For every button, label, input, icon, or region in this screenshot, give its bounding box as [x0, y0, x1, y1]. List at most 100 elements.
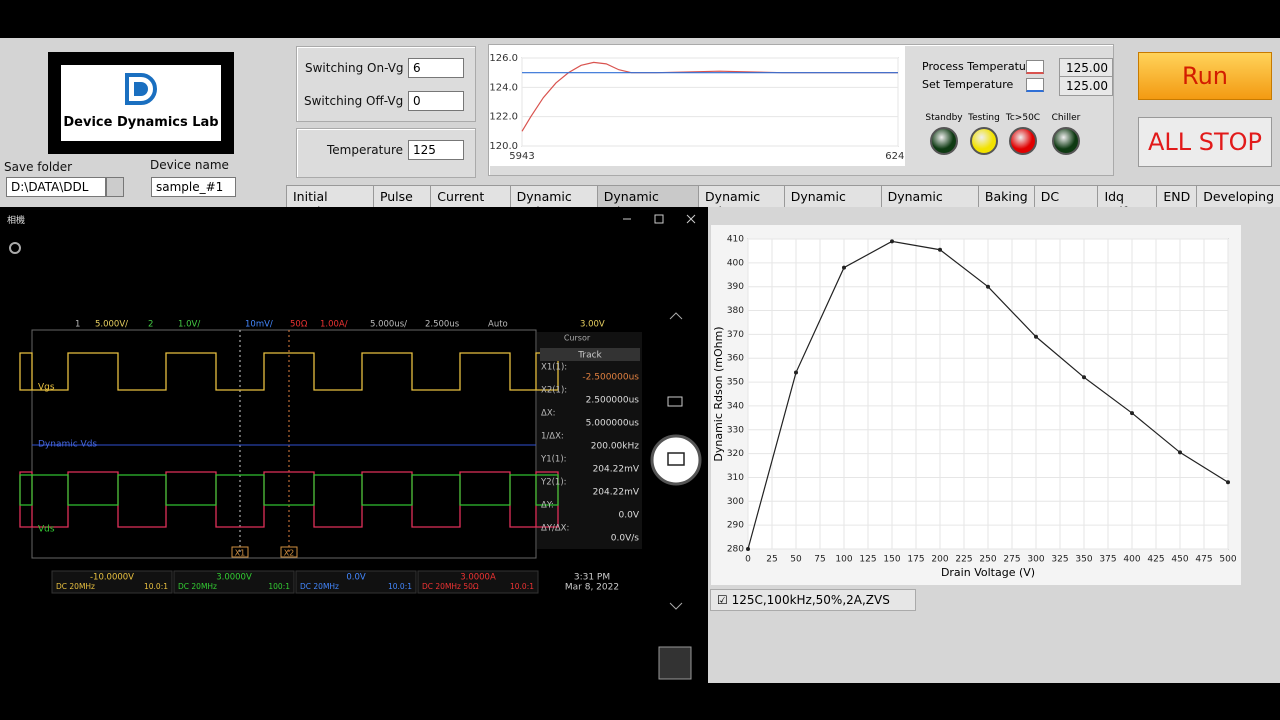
- x-tick-label: 125: [859, 555, 876, 565]
- scope-header: 1.0V/: [178, 320, 200, 330]
- video-icon[interactable]: [667, 396, 683, 407]
- x-tick-label: 475: [1195, 555, 1212, 565]
- channel-coupling: DC 20MHz 50Ω: [422, 582, 479, 591]
- indicator-light: [970, 127, 998, 155]
- label: Save folder: [4, 160, 73, 174]
- scroll-arrows[interactable]: [669, 312, 683, 610]
- x-tick-label: 350: [1075, 555, 1092, 565]
- x-tick-label: 450: [1171, 555, 1188, 565]
- cursor-name: X1(1):: [541, 363, 567, 373]
- cursor-value: 2.500000us: [586, 396, 640, 406]
- data-point: [1178, 450, 1182, 455]
- waveform: [19, 352, 559, 391]
- run-button[interactable]: Run: [1138, 52, 1272, 100]
- cursor-name: 1/ΔX:: [541, 432, 564, 442]
- legend-label: Process Temperature: [922, 60, 1037, 73]
- channel-coupling: DC 20MHz: [178, 582, 217, 591]
- legend: ☑ 125C,100kHz,50%,2A,ZVS: [710, 589, 916, 611]
- thumbnail[interactable]: [658, 646, 692, 680]
- browse-button[interactable]: [106, 177, 124, 197]
- folder-input[interactable]: D:\DATA\DDL: [6, 177, 106, 197]
- x-tick-label: 250: [979, 555, 996, 565]
- y-tick-label: 300: [727, 497, 744, 507]
- scope-header: 2: [148, 320, 153, 330]
- y-tick-label: 390: [727, 282, 744, 292]
- indicator-light: [930, 127, 958, 155]
- x-tick-label: 500: [1219, 555, 1236, 565]
- y-tick-label: 400: [727, 258, 744, 268]
- data-point: [746, 547, 750, 551]
- temp-input[interactable]: 125: [408, 140, 464, 160]
- track-label: Track: [577, 351, 602, 361]
- scope-header: 5.000us/: [370, 320, 407, 330]
- x-tick-label: 0: [745, 555, 751, 565]
- y-tick-label: 280: [727, 545, 744, 555]
- y-tick-label: 320: [727, 449, 744, 459]
- legend-label: 125C,100kHz,50%,2A,ZVS: [731, 593, 890, 607]
- data-point: [794, 370, 798, 375]
- trace-label: Vds: [38, 525, 55, 535]
- readout: 125.00: [1059, 58, 1113, 78]
- settings-icon[interactable]: [9, 242, 21, 254]
- scope-header: 50Ω: [290, 320, 308, 330]
- cursor-name: X2(1):: [541, 386, 567, 396]
- x-tick-label: 100: [835, 555, 852, 565]
- x-tick-label: 275: [1003, 555, 1020, 565]
- cursor-name: ΔX:: [541, 409, 556, 419]
- channel-probe: 10.0:1: [510, 582, 534, 591]
- x-tick-label: 425: [1147, 555, 1164, 565]
- off-vg-input[interactable]: 0: [408, 91, 464, 111]
- scope-header: 5.000V/: [95, 320, 128, 330]
- scope-screen: [31, 329, 537, 559]
- cursor-marker: [280, 546, 298, 558]
- y-tick-label: 370: [727, 330, 744, 340]
- channel-probe: 10.0:1: [144, 582, 168, 591]
- x-tick-label: 225: [955, 555, 972, 565]
- cursor-value: 0.0V: [619, 511, 640, 521]
- label: Device name: [150, 158, 229, 172]
- channel-box: [295, 570, 417, 594]
- indicator-label: Tc>50C: [1005, 113, 1041, 123]
- shutter-button[interactable]: [650, 434, 702, 486]
- channel-box: [417, 570, 539, 594]
- x-tick-label: 375: [1099, 555, 1116, 565]
- x-tick-label: 400: [1123, 555, 1140, 565]
- y-tick-label: 310: [727, 473, 744, 483]
- y-tick-label: 380: [727, 306, 744, 316]
- y-tick-label: 122.0: [490, 112, 518, 123]
- x-axis-label: Drain Voltage (V): [941, 566, 1035, 579]
- logo-icon: [125, 73, 157, 105]
- data-point: [1130, 411, 1134, 416]
- cursor-marker-label: X1: [235, 549, 246, 558]
- track-button[interactable]: [540, 348, 640, 361]
- cursor-marker: [231, 546, 249, 558]
- data-point: [890, 239, 894, 244]
- channel-box: [173, 570, 295, 594]
- channel-coupling: DC 20MHz: [300, 582, 339, 591]
- data-point: [1082, 375, 1086, 380]
- channel-box: [51, 570, 173, 594]
- x-tick-label: 25: [766, 555, 777, 565]
- scope-header: 1: [75, 320, 80, 330]
- logo-frame: Device Dynamics Lab: [48, 52, 234, 154]
- channel-scale: -10.0000V: [90, 573, 134, 583]
- data-point: [986, 284, 990, 289]
- device-input[interactable]: sample_#1: [151, 177, 236, 197]
- logo: Device Dynamics Lab: [58, 62, 224, 144]
- legend-swatch: [1026, 60, 1044, 74]
- indicator-label: Chiller: [1051, 113, 1081, 123]
- on-vg-input[interactable]: 6: [408, 58, 464, 78]
- y-axis-label: Dynamic Rdson (mOhm): [712, 326, 725, 461]
- stop-button[interactable]: ALL STOP: [1138, 117, 1272, 167]
- x-tick-label: 150: [883, 555, 900, 565]
- indicator-light: [1009, 127, 1037, 155]
- trace-label: Vgs: [38, 383, 55, 393]
- channel-scale: 0.0V: [346, 573, 366, 583]
- logo-title: Device Dynamics Lab: [63, 115, 219, 130]
- channel-probe: 100:1: [268, 582, 290, 591]
- indicator-light: [1052, 127, 1080, 155]
- channel-scale: 3.0000V: [216, 573, 252, 583]
- x-tick-label: 325: [1051, 555, 1068, 565]
- waveform: [19, 474, 559, 506]
- scope-header: Auto: [488, 320, 508, 330]
